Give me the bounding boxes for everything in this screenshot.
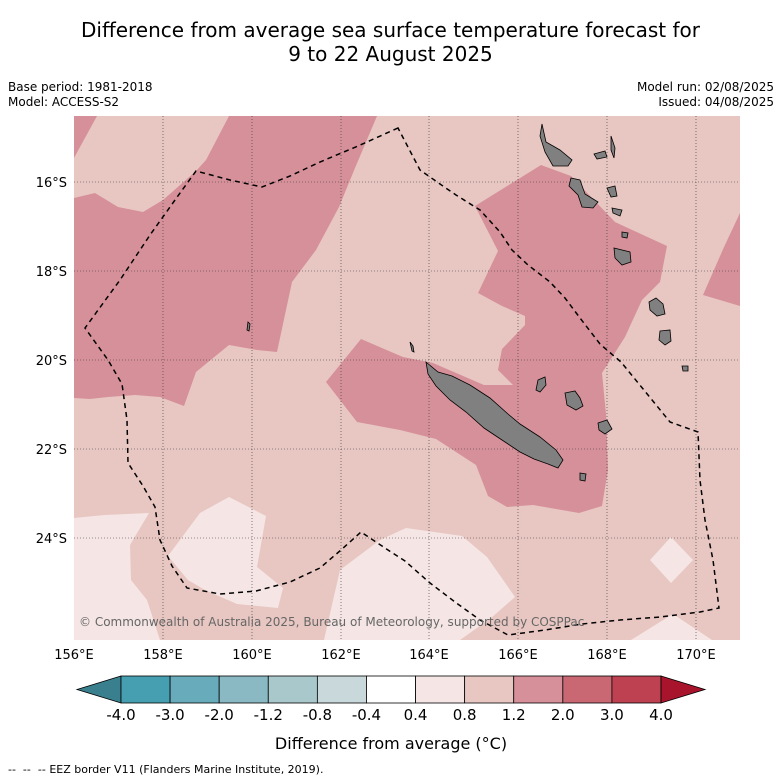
colorbar-tick-label: 4.0 — [649, 706, 673, 724]
base-info: Base period: 1981-2018 Model: ACCESS-S2 — [8, 80, 153, 110]
colorbar-segment — [562, 675, 613, 704]
anomaly-zone-s-pale-a — [168, 497, 283, 608]
vanuatu-island-efate — [613, 247, 632, 266]
eez-border — [84, 127, 720, 636]
lat-label: 18°S — [36, 265, 67, 280]
model-run: Model run: 02/08/2025 — [636, 80, 774, 94]
colorbar-segment — [169, 675, 220, 704]
colorbar-tick-label: 2.0 — [551, 706, 575, 724]
dashed-line-symbol: -- -- -- — [8, 763, 46, 776]
vanuatu-island-small-b — [621, 231, 629, 239]
lat-label: 16°S — [36, 176, 67, 191]
colorbar-segment — [316, 675, 367, 704]
vanuatu-island-malekula — [568, 177, 599, 209]
isle-of-pines — [579, 472, 587, 482]
map-title: Difference from average sea surface temp… — [0, 18, 781, 66]
issued-date: Issued: 04/08/2025 — [658, 95, 774, 109]
eez-legend-text: EEZ border V11 (Flanders Marine Institut… — [49, 763, 324, 776]
vanuatu-island-small-a — [611, 207, 623, 217]
belep-islet — [409, 341, 415, 353]
vanuatu-island-epi — [606, 185, 618, 198]
vanuatu-island-santo — [539, 123, 573, 167]
model-name: Model: ACCESS-S2 — [8, 95, 120, 109]
vanuatu-island-small-c — [681, 365, 689, 372]
land-masses — [246, 123, 689, 482]
vanuatu-island-aneityum — [658, 329, 672, 346]
colorbar-segment — [513, 675, 564, 704]
colorbar-over-arrow — [660, 675, 707, 704]
title-line-1: Difference from average sea surface temp… — [80, 18, 700, 42]
colorbar-tick-label: -0.4 — [352, 706, 381, 724]
colorbar-segment — [218, 675, 269, 704]
title-line-2: 9 to 22 August 2025 — [288, 42, 493, 66]
colorbar-tick-label: -0.8 — [303, 706, 332, 724]
loyalty-island-mare — [597, 419, 613, 435]
eez-legend: -- -- -- EEZ border V11 (Flanders Marine… — [8, 763, 323, 776]
lat-label: 24°S — [36, 532, 67, 547]
sst-anomaly-map: © Commonwealth of Australia 2025, Bureau… — [74, 116, 740, 640]
loyalty-island-ouvea — [535, 376, 547, 393]
lon-label: 160°E — [232, 648, 272, 663]
run-info: Model run: 02/08/2025 Issued: 04/08/2025 — [637, 80, 774, 110]
colorbar-label: Difference from average (°C) — [275, 734, 507, 753]
vanuatu-island-tanna — [648, 297, 666, 317]
anomaly-zone-se-pale — [631, 537, 712, 640]
lon-label: 170°E — [676, 648, 716, 663]
copyright-text: © Commonwealth of Australia 2025, Bureau… — [79, 615, 584, 629]
colorbar-segment — [464, 675, 515, 704]
colorbar-segment — [415, 675, 466, 704]
lat-label: 22°S — [36, 443, 67, 458]
loyalty-island-lifou — [564, 390, 584, 411]
chesterfield-islet — [246, 321, 251, 332]
latitude-labels: 16°S 18°S 20°S 22°S 24°S — [36, 176, 67, 547]
base-period: Base period: 1981-2018 — [8, 80, 153, 94]
anomaly-zone-west — [74, 116, 377, 406]
colorbar-segment — [120, 675, 171, 704]
lon-label: 166°E — [498, 648, 538, 663]
colorbar-tick-label: 0.8 — [453, 706, 477, 724]
lon-label: 158°E — [143, 648, 183, 663]
lon-label: 156°E — [54, 648, 94, 663]
colorbar-tick-label: 0.4 — [404, 706, 428, 724]
anomaly-zone-east — [326, 165, 667, 513]
colorbar-tick-label: 3.0 — [600, 706, 624, 724]
new-caledonia-island — [425, 361, 564, 469]
lat-label: 20°S — [36, 354, 67, 369]
colorbar-tick-label: -4.0 — [106, 706, 135, 724]
lon-label: 168°E — [587, 648, 627, 663]
vanuatu-island-pentecost — [610, 135, 616, 159]
colorbar-under-arrow — [75, 675, 122, 704]
lon-label: 164°E — [409, 648, 449, 663]
colorbar: -4.0 -3.0 -2.0 -1.2 -0.8 -0.4 0.4 0.8 1.2 2.0 3.0 4… — [75, 675, 707, 724]
colorbar-tick-label: -1.2 — [254, 706, 283, 724]
graticule — [74, 116, 740, 640]
longitude-labels: 156°E 158°E 160°E 162°E 164°E 166°E 168°… — [54, 648, 716, 663]
colorbar-tick-label: 1.2 — [502, 706, 526, 724]
colorbar-tick-label: -3.0 — [155, 706, 184, 724]
colorbar-segment — [611, 675, 662, 704]
anomaly-zone-s-pale-b — [324, 528, 515, 640]
lon-label: 162°E — [321, 648, 361, 663]
colorbar-tick-label: -2.0 — [205, 706, 234, 724]
vanuatu-island-ambae — [593, 150, 608, 160]
anomaly-zone-far-east — [703, 213, 740, 306]
colorbar-segment — [267, 675, 318, 704]
anomaly-zone-sw-pale — [74, 513, 160, 640]
colorbar-segment — [366, 675, 416, 704]
